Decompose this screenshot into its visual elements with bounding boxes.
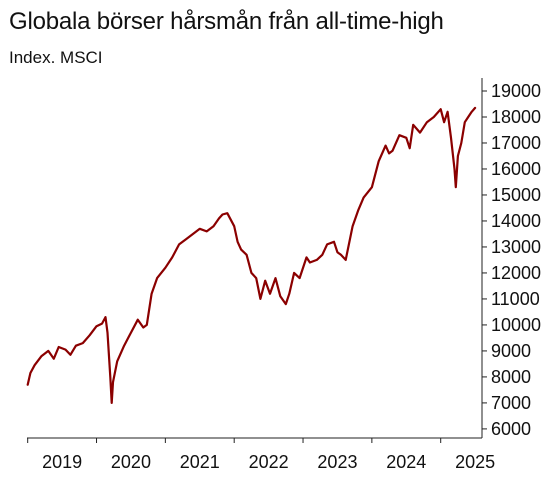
y-tick-label: 15000 [491,185,541,205]
y-tick-label: 18000 [491,107,541,127]
y-tick-label: 11000 [491,289,540,309]
y-tick-label: 16000 [491,159,541,179]
x-tick-label: 2021 [180,452,220,472]
y-tick-label: 8000 [491,367,531,387]
y-tick-label: 6000 [491,419,531,439]
chart-series [26,106,477,404]
y-tick-label: 7000 [491,393,531,413]
x-tick-label: 2022 [249,452,289,472]
x-tick-label: 2024 [386,452,426,472]
chart-subtitle: Index. MSCI [9,48,103,67]
x-tick-label: 2019 [42,452,82,472]
y-tick-label: 19000 [491,81,541,101]
x-tick-label: 2025 [455,452,495,472]
chart-axes: 6000 7000 8000 9000 10000 11000 12000 13000 1400… [27,78,541,472]
x-tick-label: 2020 [111,452,151,472]
y-tick-label: 9000 [491,341,531,361]
y-tick-label: 17000 [491,133,541,153]
y-tick-label: 10000 [491,315,541,335]
chart-title: Globala börser hårsmån från all-time-hig… [9,8,444,35]
y-tick-label: 14000 [491,211,541,231]
y-tick-label: 12000 [491,263,541,283]
x-tick-label: 2023 [317,452,357,472]
series-line [26,106,477,404]
y-tick-label: 13000 [491,237,541,257]
